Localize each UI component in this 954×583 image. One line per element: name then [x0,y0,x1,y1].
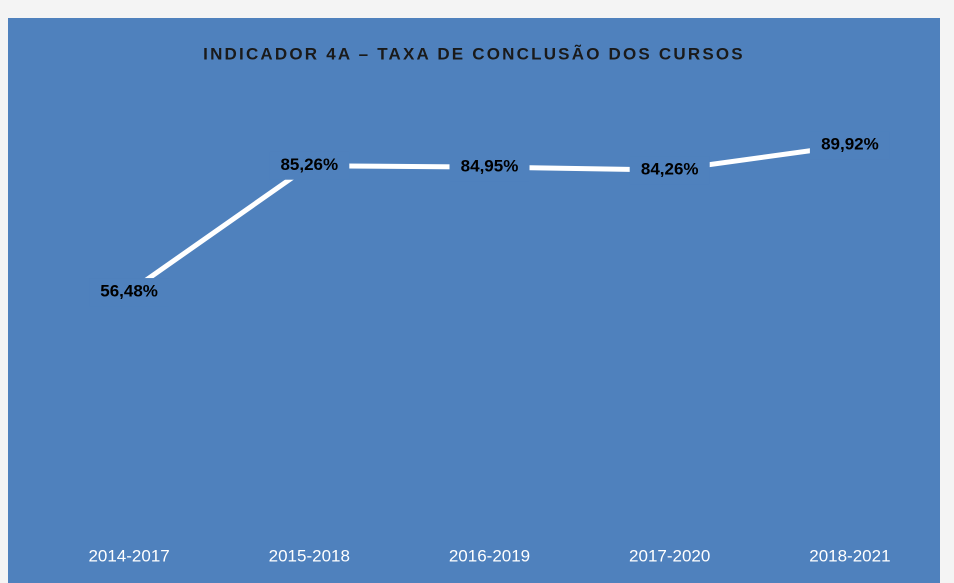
data-label: 85,26% [280,155,338,174]
label-background [809,131,890,160]
x-tick-label: 2017-2020 [629,546,710,565]
data-label: 84,95% [461,157,519,176]
label-background [449,153,530,182]
chart-title: INDICADOR 4A – TAXA DE CONCLUSÃO DOS CUR… [203,43,745,63]
x-tick-label: 2018-2021 [809,546,890,565]
data-label: 84,26% [641,160,699,179]
label-background [629,156,710,185]
x-tick-label: 2016-2019 [449,546,530,565]
x-tick-label: 2015-2018 [269,546,350,565]
label-background [269,151,350,180]
data-label: 56,48% [100,282,158,301]
data-label: 89,92% [821,135,879,154]
label-background [89,278,170,307]
x-tick-label: 2014-2017 [88,546,169,565]
